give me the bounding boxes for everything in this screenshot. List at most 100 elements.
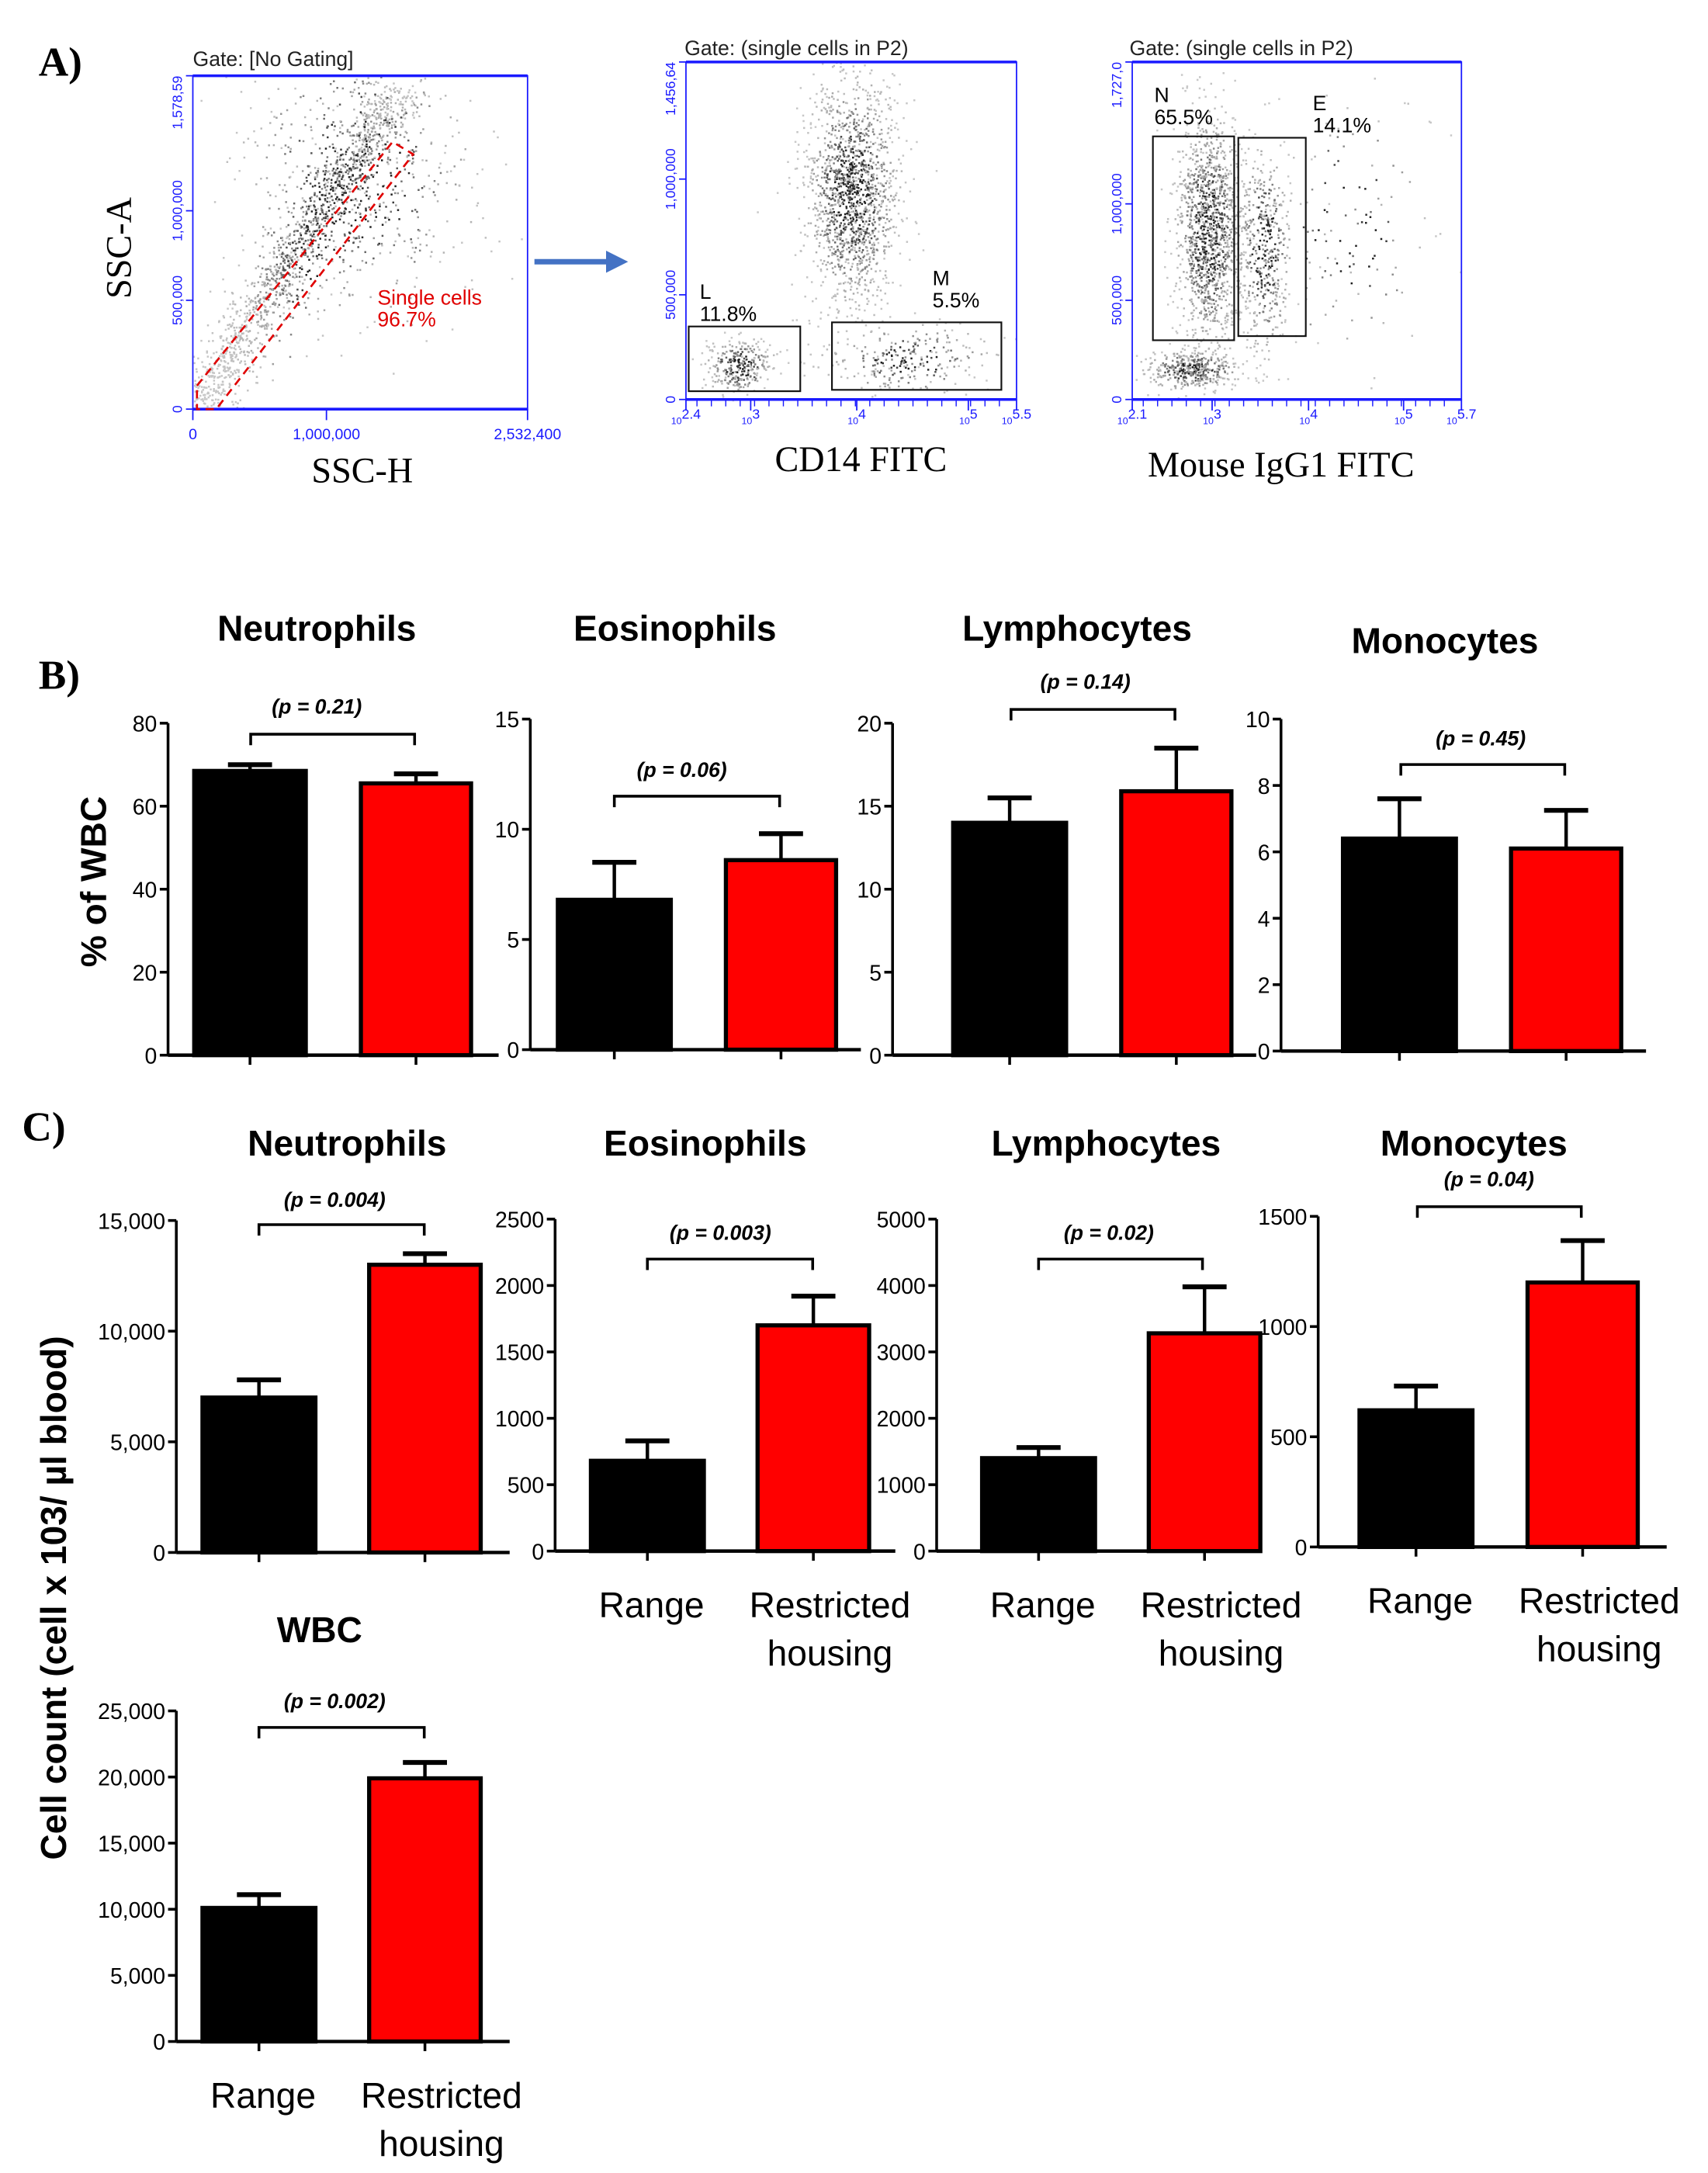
event-dot [1195, 214, 1198, 217]
event-dot [308, 165, 311, 168]
event-dot [871, 364, 875, 367]
event-dot [824, 276, 826, 279]
event-dot [747, 378, 749, 381]
event-dot [1223, 206, 1225, 209]
event-dot [1207, 174, 1210, 176]
event-dot [956, 357, 958, 360]
event-dot [874, 303, 877, 306]
event-dot [816, 166, 819, 168]
event-dot [844, 213, 847, 216]
event-dot [953, 366, 955, 368]
event-dot [446, 220, 449, 223]
event-dot [235, 355, 237, 358]
event-dot [852, 176, 854, 178]
event-dot [794, 168, 797, 170]
event-dot [282, 293, 285, 296]
event-dot [210, 404, 213, 407]
event-dot [899, 186, 902, 189]
event-dot [366, 194, 368, 197]
event-dot [324, 220, 327, 222]
event-dot [877, 182, 880, 185]
event-dot [754, 357, 756, 359]
event-dot [1215, 234, 1218, 237]
event-dot [736, 376, 740, 379]
event-dot [831, 194, 834, 196]
event-dot [1227, 217, 1230, 220]
event-dot [308, 313, 310, 316]
event-dot [1219, 269, 1222, 272]
event-dot [331, 123, 334, 126]
event-dot [300, 246, 303, 249]
event-dot [719, 361, 722, 363]
event-dot [1204, 196, 1207, 198]
event-dot [882, 365, 885, 367]
x-tick-label: 2,532,400 [494, 426, 561, 443]
event-dot [208, 386, 210, 388]
event-dot [384, 111, 387, 114]
event-dot [341, 184, 343, 186]
event-dot [1173, 128, 1175, 130]
event-dot [286, 258, 289, 260]
event-dot [1194, 331, 1197, 334]
event-dot [404, 117, 407, 120]
event-dot [213, 372, 216, 374]
event-dot [306, 179, 308, 182]
event-dot [944, 329, 947, 332]
event-dot [1204, 144, 1206, 146]
event-dot [402, 96, 405, 99]
event-dot [411, 210, 414, 213]
event-dot [252, 306, 255, 309]
event-dot [1217, 223, 1220, 225]
event-dot [342, 270, 345, 272]
event-dot [872, 241, 875, 244]
event-dot [364, 150, 366, 152]
event-dot [1200, 289, 1203, 292]
x-tick-exponent: 5 [970, 407, 978, 422]
event-dot [844, 149, 847, 152]
event-dot [352, 241, 355, 244]
event-dot [350, 224, 353, 227]
event-dot [833, 148, 836, 151]
event-dot [1225, 184, 1228, 186]
event-dot [1195, 186, 1197, 189]
event-dot [819, 204, 823, 207]
event-dot [226, 366, 229, 369]
event-dot [258, 255, 262, 258]
event-dot [1225, 245, 1228, 248]
event-dot [884, 140, 887, 144]
event-dot [244, 320, 247, 322]
event-dot [811, 182, 813, 185]
event-dot [206, 398, 208, 400]
event-dot [376, 148, 378, 151]
event-dot [847, 160, 851, 162]
event-dot [842, 203, 845, 206]
event-dot [861, 259, 864, 262]
event-dot [837, 211, 840, 213]
event-dot [259, 291, 262, 293]
event-dot [362, 187, 364, 189]
event-dot [385, 96, 387, 99]
y-tick-label: 1,000,000 [169, 180, 185, 241]
event-dot [411, 85, 414, 88]
event-dot [878, 371, 881, 374]
event-dot [857, 228, 860, 231]
event-dot [1183, 196, 1187, 198]
event-dot [1221, 195, 1224, 198]
event-dot [1200, 187, 1202, 189]
event-dot [1210, 272, 1212, 276]
event-dot [283, 259, 286, 262]
event-dot [848, 192, 851, 195]
event-dot [856, 186, 858, 189]
event-dot [286, 296, 289, 300]
event-dot [922, 362, 924, 365]
event-dot [807, 343, 809, 346]
event-dot [865, 284, 868, 287]
event-dot [871, 167, 874, 170]
event-dot [210, 356, 213, 359]
event-dot [872, 143, 875, 145]
event-dot [1211, 263, 1214, 265]
event-dot [869, 160, 871, 162]
event-dot [1207, 347, 1211, 350]
event-dot [852, 179, 855, 182]
event-dot [284, 144, 287, 147]
